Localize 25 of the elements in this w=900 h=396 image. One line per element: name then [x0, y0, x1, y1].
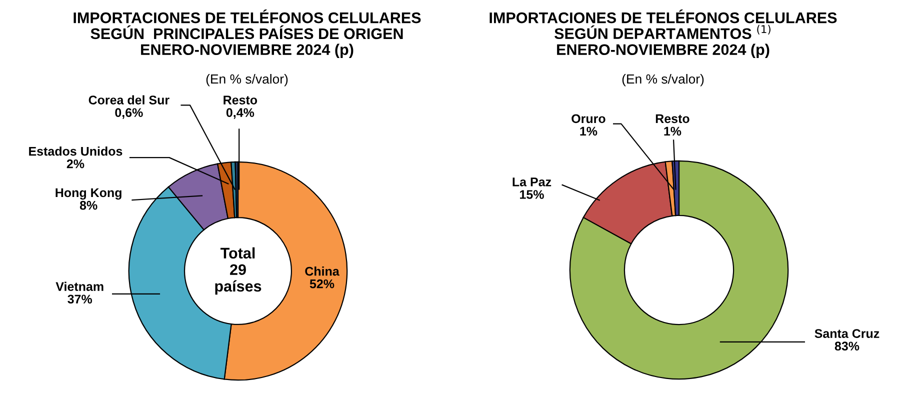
- data-label: 15%: [520, 190, 544, 199]
- data-label: 83%: [834, 342, 860, 351]
- slice-label: China: [305, 266, 340, 276]
- data-label: 8%: [80, 200, 98, 210]
- slice-label: Oruro: [572, 114, 606, 124]
- text: Total 29 países: [215, 247, 262, 295]
- chart-title: IMPORTACIONES DE TELÉFONOS CELULARES SEGÚN PRINCIPALES PAÍSES DE ORIGEN ENERO-NOVIEMBRE 2024 (p): [74, 10, 421, 58]
- data-label: 0,6%: [115, 108, 143, 119]
- data-label: 1%: [664, 126, 682, 136]
- slice-label: Vietnam: [56, 282, 104, 291]
- slice-label: Resto: [224, 96, 258, 104]
- data-label: 52%: [310, 279, 334, 288]
- chart-title: IMPORTACIONES DE TELÉFONOS CELULARES SEGÚN DEPARTAMENTOS $^{(1)}$ ENERO-NOVIEMBRE 2024 (p): [490, 10, 837, 58]
- slice-label: Santa Cruz: [814, 329, 880, 338]
- data-label: 2%: [66, 159, 84, 168]
- chart-subtitle: (En % s/valor): [206, 74, 288, 86]
- data-label: 1%: [580, 126, 598, 136]
- slice-label: Resto: [656, 114, 690, 124]
- slice-label: Hong Kong: [56, 188, 122, 200]
- data-label: 0,4%: [226, 108, 254, 119]
- slice-label: Estados Unidos: [29, 146, 122, 156]
- chart-subtitle: (En % s/valor): [622, 74, 704, 86]
- data-label: 37%: [68, 294, 92, 304]
- slice-label: Corea del Sur: [88, 95, 170, 104]
- slice-label: La Paz: [512, 178, 552, 186]
